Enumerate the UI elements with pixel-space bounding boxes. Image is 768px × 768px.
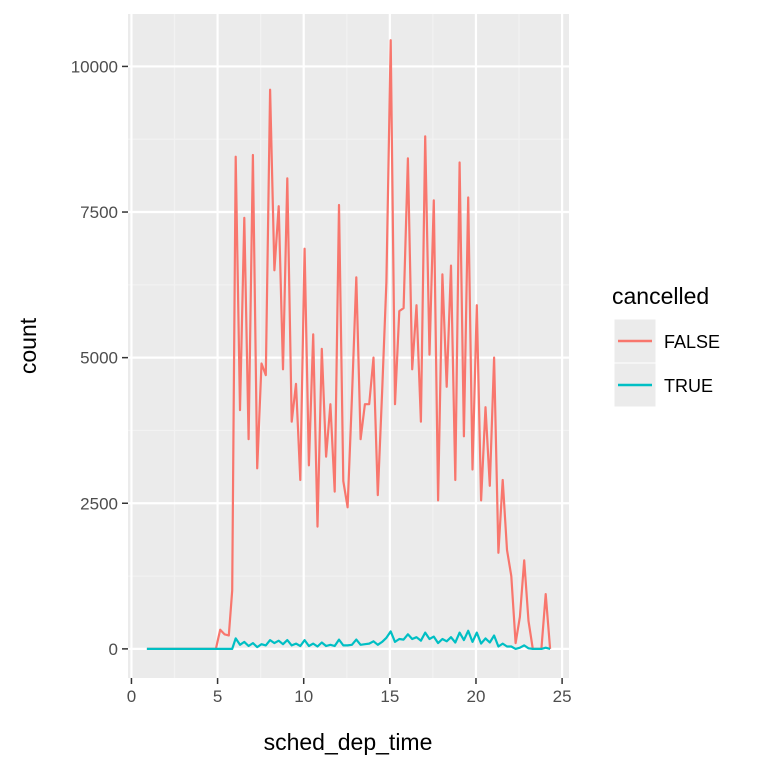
minor-gridlines [128, 14, 569, 678]
y-tick-label: 5000 [80, 349, 118, 368]
y-tick-label: 2500 [80, 494, 118, 513]
series-line-false [146, 39, 552, 651]
x-tick-label: 20 [467, 687, 486, 706]
y-tick-label: 10000 [71, 57, 118, 76]
y-tick-label: 0 [109, 640, 118, 659]
series-lines [146, 39, 552, 651]
x-tick-label: 0 [127, 687, 136, 706]
y-tick-label: 7500 [80, 203, 118, 222]
legend: cancelled FALSE TRUE [612, 283, 720, 408]
x-tick-label: 5 [213, 687, 222, 706]
y-axis-title: count [15, 317, 41, 374]
legend-title: cancelled [612, 283, 709, 309]
y-axis: 0 2500 5000 7500 10000 [71, 57, 128, 659]
x-tick-label: 10 [294, 687, 313, 706]
series-line-true [146, 629, 551, 651]
legend-label-true: TRUE [664, 376, 713, 396]
legend-items: FALSE TRUE [613, 318, 720, 408]
x-tick-label: 25 [553, 687, 572, 706]
x-tick-label: 15 [380, 687, 399, 706]
x-axis: 0 5 10 15 20 25 [127, 678, 572, 706]
legend-label-false: FALSE [664, 332, 720, 352]
plot-panel [128, 14, 569, 678]
x-axis-title: sched_dep_time [264, 729, 433, 755]
